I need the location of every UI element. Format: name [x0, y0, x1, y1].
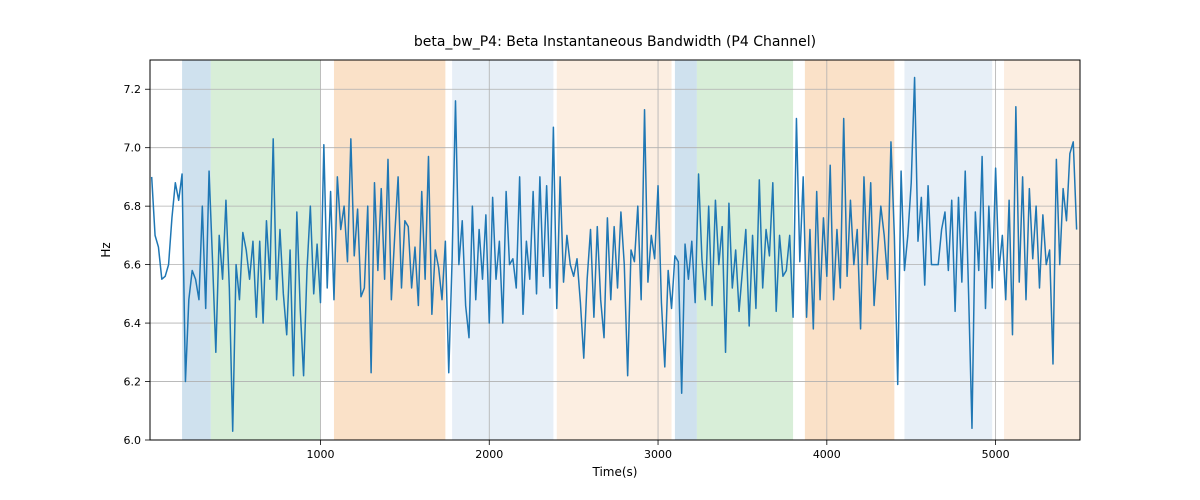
line-chart: 1000 2000 3000 4000 5000 6.0 6.2 6.4 6.6 6.8 7.0 7.… [0, 0, 1200, 500]
chart-title: beta_bw_P4: Beta Instantaneous Bandwidth… [414, 34, 816, 50]
x-tick-label: 3000 [644, 448, 672, 461]
y-tick-label: 6.8 [124, 200, 142, 213]
x-tick-label: 2000 [475, 448, 503, 461]
x-axis-label: Time(s) [592, 465, 638, 479]
x-tick-label: 4000 [813, 448, 841, 461]
y-tick-label: 6.0 [124, 434, 142, 447]
y-tick-label: 6.2 [124, 376, 142, 389]
x-tick-label: 5000 [982, 448, 1010, 461]
y-tick-label: 7.0 [124, 142, 142, 155]
y-tick-label: 7.2 [124, 83, 142, 96]
y-axis-label: Hz [99, 242, 113, 257]
x-tick-label: 1000 [306, 448, 334, 461]
y-tick-label: 6.6 [124, 259, 142, 272]
chart-container: 1000 2000 3000 4000 5000 6.0 6.2 6.4 6.6 6.8 7.0 7.… [0, 0, 1200, 500]
y-tick-label: 6.4 [124, 317, 142, 330]
